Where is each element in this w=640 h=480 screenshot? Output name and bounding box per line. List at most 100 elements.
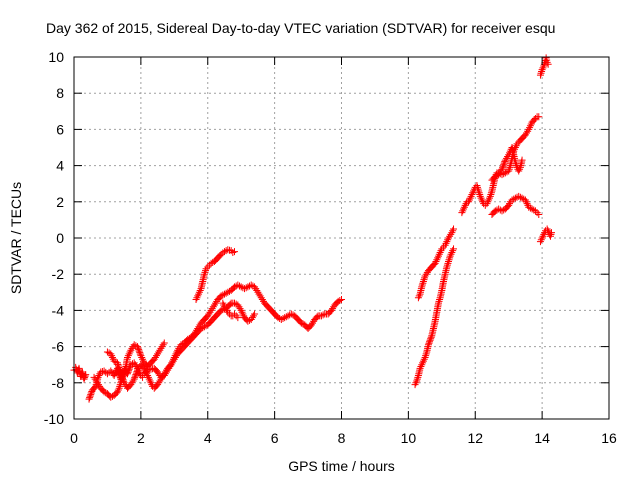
data-point: [195, 290, 203, 298]
data-point: [518, 194, 526, 202]
x-tick-label: 4: [204, 430, 212, 446]
data-point: [498, 207, 506, 215]
data-point: [118, 374, 126, 382]
data-point: [244, 283, 252, 291]
data-point: [195, 323, 203, 331]
y-tick-label: 6: [56, 121, 64, 137]
y-tick-label: 4: [56, 158, 64, 174]
data-point: [478, 196, 486, 204]
data-point: [427, 333, 435, 341]
data-point: [147, 379, 155, 387]
data-point: [254, 288, 262, 296]
data-point: [172, 350, 180, 358]
data-point: [500, 159, 508, 167]
data-point: [415, 292, 423, 300]
data-point: [93, 379, 101, 387]
data-point: [546, 232, 554, 240]
data-point: [539, 64, 547, 72]
data-point: [540, 62, 548, 70]
data-point: [110, 372, 118, 380]
data-point: [531, 115, 539, 123]
data-point: [148, 381, 156, 389]
data-point: [504, 153, 512, 161]
data-point: [136, 349, 144, 357]
data-series: [536, 225, 555, 246]
data-point: [220, 301, 228, 309]
data-point: [241, 285, 249, 293]
y-tick-label: -4: [52, 302, 65, 318]
data-point: [487, 189, 495, 197]
data-point: [161, 370, 169, 378]
data-point: [234, 301, 242, 309]
data-point: [533, 209, 541, 217]
x-tick-label: 0: [70, 430, 78, 446]
data-point: [219, 291, 227, 299]
data-point: [220, 290, 228, 298]
data-point: [248, 314, 256, 322]
data-point: [536, 238, 544, 246]
data-point: [307, 321, 315, 329]
data-point: [540, 230, 548, 238]
data-point: [465, 196, 473, 204]
data-point: [193, 294, 201, 302]
data-point: [184, 335, 192, 343]
data-point: [501, 158, 509, 166]
data-point: [487, 191, 495, 199]
x-tick-label: 16: [601, 430, 617, 446]
data-point: [167, 361, 175, 369]
data-point: [103, 348, 111, 356]
data-series: [192, 246, 238, 304]
data-point: [419, 279, 427, 287]
ticks: [73, 56, 610, 420]
data-point: [502, 154, 510, 162]
data-point: [134, 343, 142, 351]
chart-title: Day 362 of 2015, Sidereal Day-to-day VTE…: [46, 20, 555, 36]
data-point: [117, 370, 125, 378]
data-point: [287, 310, 295, 318]
data-point: [205, 310, 213, 318]
data-point: [443, 263, 451, 271]
data-point: [92, 377, 100, 385]
data-point: [474, 185, 482, 193]
data-point: [460, 203, 468, 211]
data-point: [431, 259, 439, 267]
data-point: [436, 248, 444, 256]
data-point: [87, 391, 95, 399]
data-point: [413, 375, 421, 383]
data-point: [508, 196, 516, 204]
data-point: [229, 248, 237, 256]
data-point: [477, 194, 485, 202]
data-point: [538, 66, 546, 74]
data-point: [512, 142, 520, 150]
data-point: [204, 263, 212, 271]
data-point: [444, 259, 452, 267]
data-series: [488, 144, 526, 184]
data-point: [445, 234, 452, 242]
series-layer: [70, 54, 555, 403]
data-point: [239, 310, 247, 318]
data-point: [297, 319, 305, 327]
data-point: [506, 163, 514, 171]
data-point: [177, 341, 185, 349]
data-point: [154, 381, 162, 389]
data-point: [515, 167, 523, 175]
data-point: [212, 299, 220, 307]
data-point: [432, 258, 440, 266]
data-point: [421, 274, 429, 282]
data-point: [419, 359, 427, 367]
data-point: [448, 248, 456, 256]
data-point: [448, 229, 456, 237]
data-point: [238, 308, 246, 316]
data-point: [500, 161, 508, 169]
data-point: [151, 353, 159, 361]
data-point: [231, 283, 238, 291]
data-point: [255, 290, 263, 298]
data-point: [168, 359, 176, 367]
data-point: [433, 256, 441, 264]
data-point: [193, 326, 201, 334]
data-point: [157, 373, 165, 381]
data-point: [414, 373, 422, 381]
data-point: [417, 363, 425, 371]
data-point: [116, 382, 124, 390]
